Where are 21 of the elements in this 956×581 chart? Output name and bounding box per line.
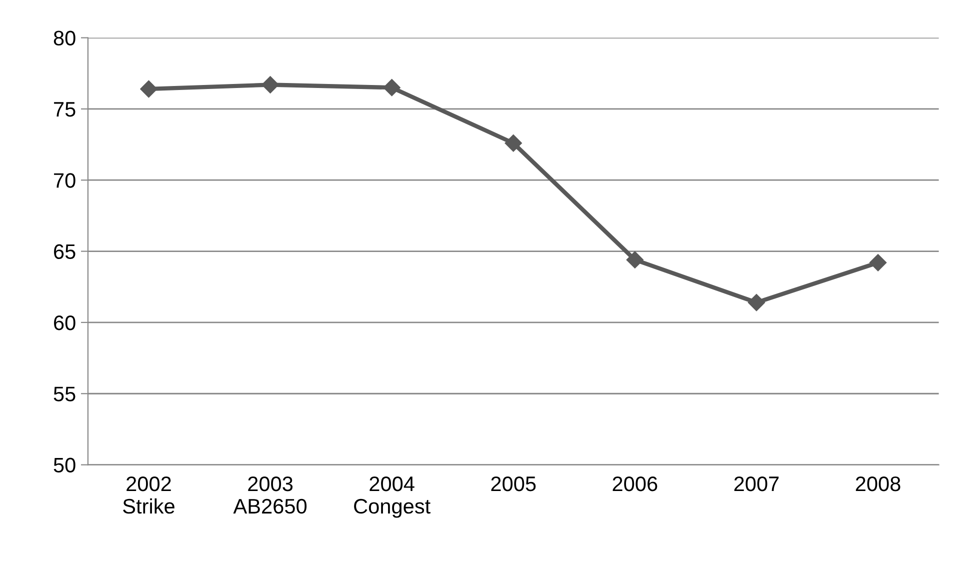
x-tick-label: 2008: [856, 476, 900, 492]
y-tick-label: 70: [54, 173, 76, 188]
y-tick-label: 60: [54, 315, 76, 330]
point: [383, 79, 400, 96]
y-tick-label: 80: [54, 30, 76, 46]
x-tick-label: 2005: [491, 476, 536, 492]
point: [504, 134, 522, 152]
y-tick-label: 55: [54, 386, 76, 402]
y-tick-label: 50: [54, 458, 76, 473]
x-tick-label: 2003 AB2650: [233, 476, 307, 514]
point: [748, 294, 766, 312]
x-tick-label: 2002 Strike: [123, 476, 174, 514]
x-tick-label: 2004 Congest: [354, 476, 430, 518]
y-tick-label: 65: [54, 244, 76, 260]
point: [869, 254, 887, 272]
point: [262, 76, 279, 94]
point: [140, 80, 158, 98]
point: [626, 251, 644, 268]
y-tick-label: 75: [54, 102, 76, 117]
x-tick-label: 2007: [734, 476, 779, 492]
x-tick-label: 2006: [612, 476, 658, 492]
